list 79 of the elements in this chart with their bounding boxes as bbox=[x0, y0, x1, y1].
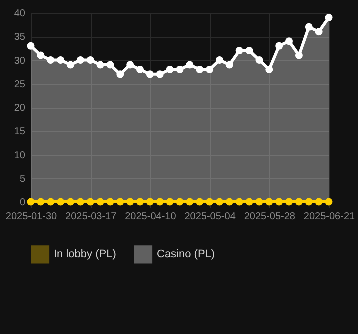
point bbox=[295, 52, 303, 60]
point bbox=[305, 23, 313, 31]
point bbox=[226, 61, 234, 69]
point bbox=[266, 66, 274, 74]
y-tick-label: 20 bbox=[14, 103, 26, 114]
point bbox=[216, 56, 224, 64]
point bbox=[66, 198, 74, 206]
point bbox=[66, 61, 74, 69]
point bbox=[206, 198, 214, 206]
point bbox=[106, 198, 114, 206]
y-tick-label: 35 bbox=[14, 32, 26, 44]
point bbox=[305, 198, 313, 206]
point bbox=[176, 198, 184, 206]
point bbox=[276, 198, 284, 206]
point bbox=[176, 66, 184, 74]
point bbox=[126, 61, 134, 69]
point bbox=[166, 198, 174, 206]
point bbox=[246, 47, 254, 55]
point bbox=[186, 61, 194, 69]
point bbox=[27, 42, 35, 50]
point bbox=[236, 198, 244, 206]
legend-label: In lobby (PL) bbox=[54, 248, 116, 261]
point bbox=[315, 28, 323, 36]
y-tick-label: 15 bbox=[14, 126, 26, 138]
point bbox=[136, 66, 144, 74]
point bbox=[216, 198, 224, 206]
point bbox=[76, 56, 84, 64]
y-tick-label: 5 bbox=[20, 174, 26, 185]
point bbox=[57, 56, 65, 64]
x-tick-label: 2025-03-17 bbox=[66, 212, 118, 222]
point bbox=[86, 198, 94, 206]
point bbox=[76, 198, 84, 206]
point bbox=[166, 66, 174, 74]
point bbox=[196, 198, 204, 206]
point bbox=[295, 198, 303, 206]
point bbox=[47, 198, 55, 206]
point bbox=[256, 56, 264, 64]
point bbox=[196, 66, 204, 74]
y-tick-label: 10 bbox=[14, 150, 26, 162]
y-tick-label: 0 bbox=[20, 198, 26, 208]
point bbox=[116, 70, 124, 78]
point bbox=[286, 38, 294, 46]
point bbox=[37, 52, 45, 60]
point bbox=[276, 42, 284, 50]
x-tick-label: 2025-06-21 bbox=[304, 212, 356, 222]
x-tick-label: 2025-05-04 bbox=[184, 212, 236, 222]
point bbox=[126, 198, 134, 206]
y-tick-label: 30 bbox=[14, 56, 26, 67]
point bbox=[27, 198, 35, 206]
point bbox=[37, 198, 45, 206]
point bbox=[246, 198, 254, 206]
x-tick-label: 2025-01-30 bbox=[6, 212, 58, 222]
point bbox=[206, 66, 214, 74]
point bbox=[116, 198, 124, 206]
point bbox=[146, 198, 154, 206]
point bbox=[57, 198, 65, 206]
point bbox=[106, 61, 114, 69]
point bbox=[286, 198, 294, 206]
point bbox=[136, 198, 144, 206]
point bbox=[96, 61, 104, 69]
point bbox=[256, 198, 264, 206]
point bbox=[226, 198, 234, 206]
point bbox=[96, 198, 104, 206]
legend-label: Casino (PL) bbox=[157, 248, 216, 261]
point bbox=[156, 70, 164, 78]
x-tick-label: 2025-05-28 bbox=[244, 212, 296, 222]
y-tick-label: 25 bbox=[14, 79, 26, 90]
point bbox=[325, 198, 333, 206]
point bbox=[47, 56, 55, 64]
x-tick-label: 2025-04-10 bbox=[125, 212, 177, 222]
point bbox=[156, 198, 164, 206]
point bbox=[266, 198, 274, 206]
point bbox=[186, 198, 194, 206]
point bbox=[315, 198, 323, 206]
point bbox=[236, 47, 244, 55]
point bbox=[86, 56, 94, 64]
point bbox=[146, 70, 154, 78]
y-tick-label: 40 bbox=[14, 8, 26, 20]
point bbox=[325, 14, 333, 22]
